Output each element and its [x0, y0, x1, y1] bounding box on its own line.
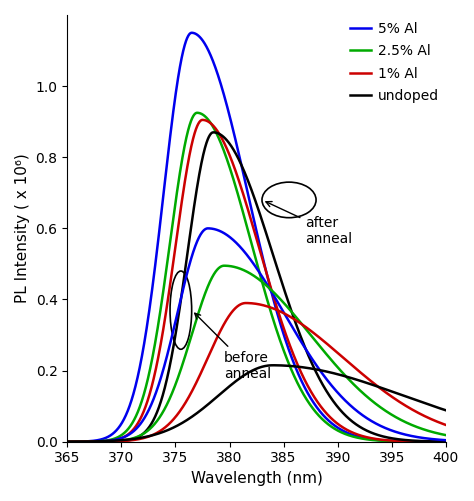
- X-axis label: Wavelength (nm): Wavelength (nm): [191, 471, 322, 486]
- Text: after
anneal: after anneal: [266, 201, 352, 246]
- Y-axis label: PL Intensity ( x 10⁶): PL Intensity ( x 10⁶): [15, 153, 30, 303]
- Text: before
anneal: before anneal: [195, 313, 271, 381]
- Legend: 5% Al, 2.5% Al, 1% Al, undoped: 5% Al, 2.5% Al, 1% Al, undoped: [350, 22, 439, 103]
